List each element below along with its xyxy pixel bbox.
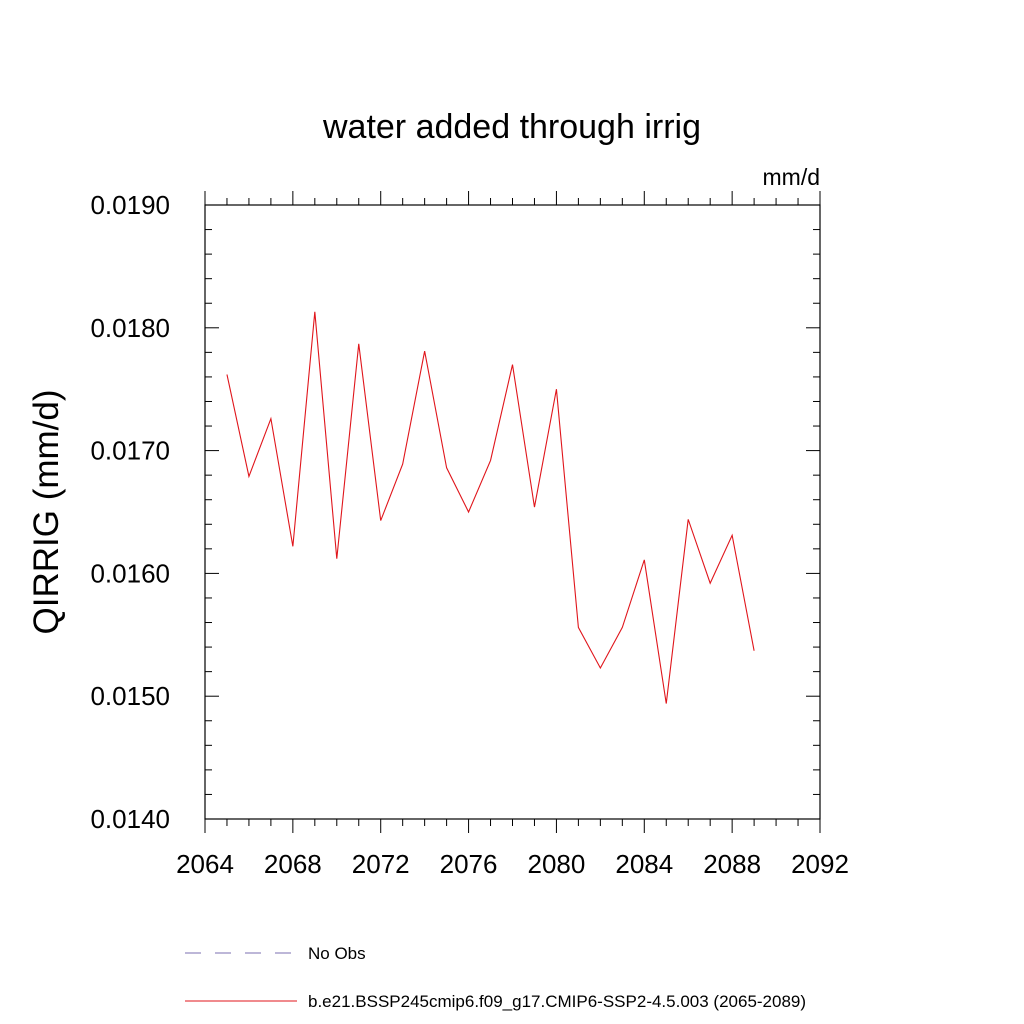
series-layer: [226, 311, 755, 704]
y-axis-ticks: [205, 204, 820, 820]
y-axis-label: QIRRIG (mm/d): [27, 390, 66, 635]
y-tick-label: 0.0190: [90, 190, 170, 220]
x-tick-label: 2080: [528, 849, 586, 879]
y-tick-label: 0.0150: [90, 681, 170, 711]
x-tick-label: 2088: [703, 849, 761, 879]
legend-label-model-run: b.e21.BSSP245cmip6.f09_g17.CMIP6-SSP2-4.…: [308, 992, 806, 1011]
x-axis-ticks: [204, 191, 821, 833]
chart-title: water added through irrig: [322, 108, 701, 146]
y-tick-label: 0.0180: [90, 313, 170, 343]
x-tick-label: 2068: [264, 849, 322, 879]
x-tick-label: 2076: [440, 849, 498, 879]
y-tick-label: 0.0170: [90, 436, 170, 466]
series-line-1: [226, 311, 755, 704]
x-tick-label: 2084: [615, 849, 673, 879]
x-tick-label: 2092: [791, 849, 849, 879]
legend: No Obs b.e21.BSSP245cmip6.f09_g17.CMIP6-…: [185, 944, 806, 1011]
y-tick-label: 0.0160: [90, 558, 170, 588]
legend-label-no-obs: No Obs: [308, 944, 366, 963]
plot-frame: [204, 204, 821, 820]
y-axis-tick-labels: 0.0140 0.0150 0.0160 0.0170 0.0180 0.0190: [90, 190, 170, 834]
units-label: mm/d: [763, 164, 821, 190]
x-tick-label: 2072: [352, 849, 410, 879]
y-tick-label: 0.0140: [90, 804, 170, 834]
x-axis-tick-labels: 2064 2068 2072 2076 2080 2084 2088 2092: [176, 849, 849, 879]
x-tick-label: 2064: [176, 849, 234, 879]
